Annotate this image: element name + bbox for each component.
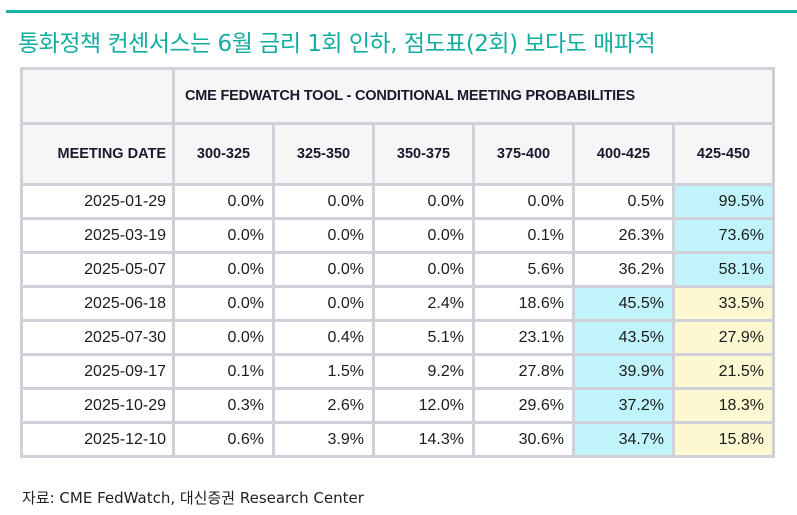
table-row: 2025-03-19 0.0% 0.0% 0.0% 0.1% 26.3% 73.6% xyxy=(20,217,775,254)
meeting-date-cell: 2025-07-30 xyxy=(20,319,175,356)
column-header: 350-375 xyxy=(372,122,475,186)
probability-cell: 0.0% xyxy=(472,183,575,220)
probability-cell: 21.5% xyxy=(671,353,775,390)
meeting-date-cell: 2025-03-19 xyxy=(20,217,175,254)
table-row: 2025-05-07 0.0% 0.0% 0.0% 5.6% 36.2% 58.1% xyxy=(20,251,775,288)
probability-cell: 36.2% xyxy=(572,251,675,288)
probability-cell: 27.9% xyxy=(671,319,775,356)
probability-cell: 39.9% xyxy=(572,353,675,390)
column-header: 325-350 xyxy=(272,122,375,186)
column-header-row: MEETING DATE 300-325 325-350 350-375 375… xyxy=(20,122,775,186)
probability-cell: 0.1% xyxy=(472,217,575,254)
probability-cell: 26.3% xyxy=(572,217,675,254)
table-row: 2025-06-18 0.0% 0.0% 2.4% 18.6% 45.5% 33.5% xyxy=(20,285,775,322)
meeting-date-cell: 2025-12-10 xyxy=(20,421,175,458)
probability-cell: 0.5% xyxy=(572,183,675,220)
probability-cell: 0.3% xyxy=(172,387,275,424)
probability-cell: 45.5% xyxy=(572,285,675,322)
table-row: 2025-10-29 0.3% 2.6% 12.0% 29.6% 37.2% 18.3% xyxy=(20,387,775,424)
meeting-date-cell: 2025-09-17 xyxy=(20,353,175,390)
probability-cell: 23.1% xyxy=(472,319,575,356)
probability-cell: 0.0% xyxy=(272,183,375,220)
column-header: 425-450 xyxy=(671,122,775,186)
column-header: 400-425 xyxy=(572,122,675,186)
probability-cell: 0.0% xyxy=(272,217,375,254)
fedwatch-table-container: CME FEDWATCH TOOL - CONDITIONAL MEETING … xyxy=(20,67,775,482)
meeting-date-cell: 2025-05-07 xyxy=(20,251,175,288)
probability-cell: 29.6% xyxy=(472,387,575,424)
probability-cell: 18.6% xyxy=(472,285,575,322)
probability-cell: 73.6% xyxy=(671,217,775,254)
meeting-date-header: MEETING DATE xyxy=(20,122,175,186)
probability-cell: 0.4% xyxy=(272,319,375,356)
probability-cell: 34.7% xyxy=(572,421,675,458)
probability-cell: 0.0% xyxy=(272,285,375,322)
empty-corner-cell xyxy=(20,67,175,125)
probability-cell: 37.2% xyxy=(572,387,675,424)
probability-cell: 12.0% xyxy=(372,387,475,424)
probability-cell: 5.1% xyxy=(372,319,475,356)
table-row: 2025-12-10 0.6% 3.9% 14.3% 30.6% 34.7% 15.8% xyxy=(20,421,775,458)
probability-cell: 2.6% xyxy=(272,387,375,424)
top-accent-line xyxy=(6,10,797,13)
table-row: 2025-01-29 0.0% 0.0% 0.0% 0.0% 0.5% 99.5% xyxy=(20,183,775,220)
meeting-date-cell: 2025-06-18 xyxy=(20,285,175,322)
probability-cell: 99.5% xyxy=(671,183,775,220)
column-header: 300-325 xyxy=(172,122,275,186)
super-header-row: CME FEDWATCH TOOL - CONDITIONAL MEETING … xyxy=(20,67,775,125)
probability-cell: 43.5% xyxy=(572,319,675,356)
source-note: 자료: CME FedWatch, 대신증권 Research Center xyxy=(22,489,364,507)
meeting-date-cell: 2025-10-29 xyxy=(20,387,175,424)
probability-cell: 1.5% xyxy=(272,353,375,390)
meeting-date-cell: 2025-01-29 xyxy=(20,183,175,220)
probability-cell: 58.1% xyxy=(671,251,775,288)
probability-cell: 14.3% xyxy=(372,421,475,458)
probability-cell: 33.5% xyxy=(671,285,775,322)
fedwatch-probability-table: CME FEDWATCH TOOL - CONDITIONAL MEETING … xyxy=(20,67,775,458)
probability-cell: 0.1% xyxy=(172,353,275,390)
super-header: CME FEDWATCH TOOL - CONDITIONAL MEETING … xyxy=(171,67,775,125)
table-row: 2025-09-17 0.1% 1.5% 9.2% 27.8% 39.9% 21.5% xyxy=(20,353,775,390)
table-row: 2025-07-30 0.0% 0.4% 5.1% 23.1% 43.5% 27.9% xyxy=(20,319,775,356)
probability-cell: 0.0% xyxy=(172,319,275,356)
probability-cell: 0.0% xyxy=(172,251,275,288)
probability-cell: 0.0% xyxy=(172,217,275,254)
probability-cell: 30.6% xyxy=(472,421,575,458)
probability-cell: 9.2% xyxy=(372,353,475,390)
probability-cell: 0.0% xyxy=(372,251,475,288)
probability-cell: 5.6% xyxy=(472,251,575,288)
probability-cell: 2.4% xyxy=(372,285,475,322)
probability-cell: 0.0% xyxy=(172,285,275,322)
probability-cell: 3.9% xyxy=(272,421,375,458)
probability-cell: 18.3% xyxy=(671,387,775,424)
probability-cell: 0.0% xyxy=(372,217,475,254)
probability-cell: 0.0% xyxy=(272,251,375,288)
probability-cell: 0.6% xyxy=(172,421,275,458)
probability-cell: 27.8% xyxy=(472,353,575,390)
probability-cell: 0.0% xyxy=(372,183,475,220)
probability-cell: 15.8% xyxy=(671,421,775,458)
page-title: 통화정책 컨센서스는 6월 금리 1회 인하, 점도표(2회) 보다도 매파적 xyxy=(18,31,656,57)
column-header: 375-400 xyxy=(472,122,575,186)
probability-cell: 0.0% xyxy=(172,183,275,220)
